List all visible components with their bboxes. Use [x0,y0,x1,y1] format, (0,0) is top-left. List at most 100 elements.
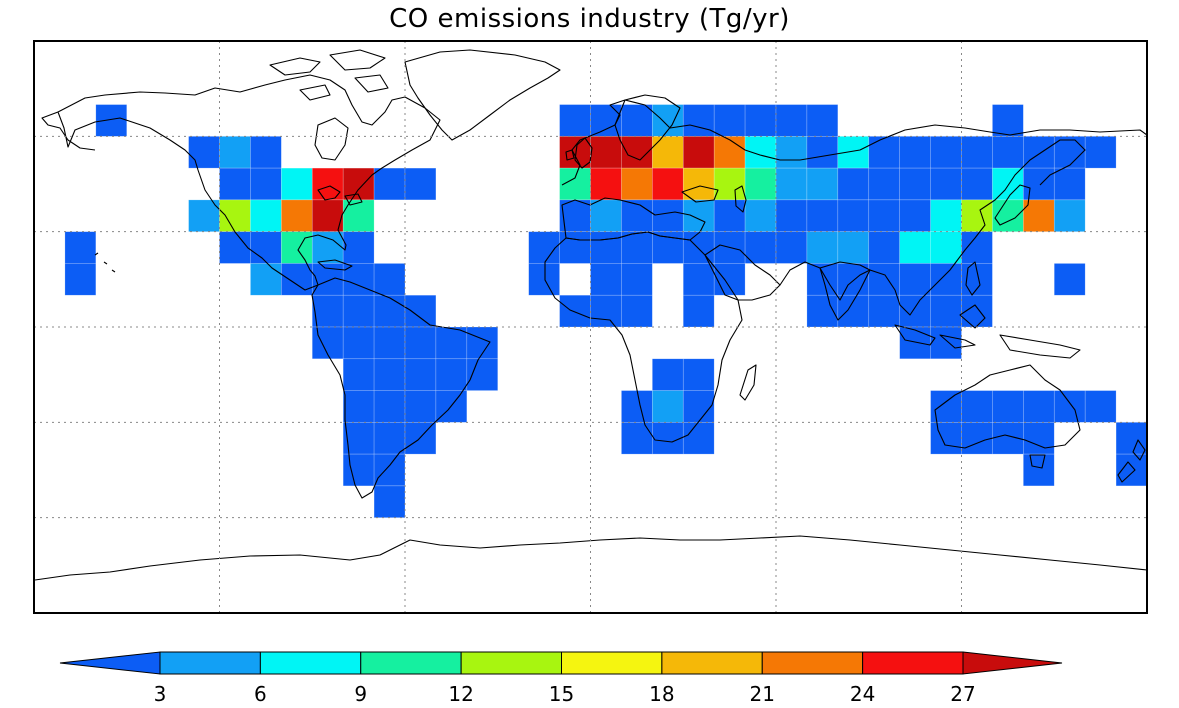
coastline-asia-south [779,139,1086,316]
emission-cell [992,390,1024,423]
coastline-cuba [317,259,353,271]
emission-cell [837,167,870,201]
emission-cell [621,104,653,137]
emission-cell [899,231,931,264]
emission-cell [961,167,993,201]
emission-cell [899,326,931,360]
coastline-africa [544,231,743,443]
emission-cell [621,422,653,455]
emission-cell [528,263,560,296]
emission-cells [64,104,1148,518]
emission-cell [806,199,839,232]
emission-cell [373,390,406,423]
emission-cell [590,167,622,201]
colorbar-tick-label: 9 [354,682,368,706]
emission-cell [652,167,684,201]
emission-cell [1053,167,1086,201]
colorbar-segment [460,651,563,675]
colorbar-arrow-high [962,651,1063,675]
coastline-south-america [311,277,491,499]
emission-cell [373,326,406,360]
emission-cell [961,231,993,264]
emission-cell [930,263,962,296]
emission-cell [961,390,993,423]
emission-cell [342,231,375,264]
emission-cell [682,104,715,137]
emission-cell [250,167,282,201]
emission-cell [219,167,251,201]
emission-cell [652,199,684,232]
emission-cell [311,167,344,201]
emission-cell [188,136,220,169]
emission-cell [992,199,1024,232]
emission-cell [373,294,406,328]
emission-cell [961,136,993,169]
emission-cell [1115,422,1148,455]
emission-cell [652,104,684,137]
emission-cell [682,199,715,232]
emission-cell [652,358,684,391]
colorbar [59,651,1063,675]
emission-cell [899,136,931,169]
emission-cell [1053,390,1086,423]
emission-cell [868,231,900,264]
coastline-hudson-bay [314,117,349,161]
emission-cell [435,326,468,360]
emission-cell [744,199,777,232]
emission-cell [775,167,808,201]
emission-cell [621,167,653,201]
colorbar-arrow-low [59,651,161,675]
emission-cell [404,294,437,328]
emission-cell [806,167,839,201]
emission-cell [404,326,437,360]
emission-cell [837,136,870,169]
emission-cell [930,326,962,360]
emission-cell [373,422,406,455]
coastline-alaska-peninsula [41,111,96,151]
colorbar-tick-label: 18 [649,682,675,706]
emission-cell [744,231,777,264]
emission-cell [1023,136,1055,169]
emission-cell [775,136,808,169]
emission-cell [713,136,746,169]
emission-cell [899,263,931,296]
emission-cell [621,263,653,296]
emission-cell [775,104,808,137]
emission-cell [219,199,251,232]
colorbar-segment [761,651,864,675]
emission-cell [342,422,375,455]
emission-cell [435,358,468,391]
colorbar-tick-label: 21 [749,682,775,706]
emission-cell [590,231,622,264]
emission-cell [837,231,870,264]
emission-cell [342,294,375,328]
emission-cell [64,231,97,264]
coastline-india [819,261,871,321]
emission-cell [219,136,251,169]
colorbar-segment [661,651,763,675]
emission-cell [744,104,777,137]
coastline-arctic-islands [269,49,389,101]
emission-cell [342,453,375,487]
emission-cell [652,231,684,264]
emission-cell [621,199,653,232]
emission-cell [1053,136,1086,169]
emission-cell [373,358,406,391]
emission-cell [682,358,715,391]
emission-cell [621,390,653,423]
coastlines [34,49,1148,581]
emission-cell [868,294,900,328]
emission-cell [1084,390,1117,423]
emission-cell [930,136,962,169]
coastline-europe [561,99,1148,186]
emission-cell [992,167,1024,201]
emission-cell [713,263,746,296]
colorbar-tick-label: 6 [254,682,267,706]
coastline-tasmania [1029,454,1046,469]
emission-cell [930,167,962,201]
colorbar-tick-label: 27 [950,682,976,706]
emission-cell [775,199,808,232]
emission-cell [559,104,591,137]
coastline-new-zealand [1117,439,1146,483]
colorbar-segment [360,651,462,675]
